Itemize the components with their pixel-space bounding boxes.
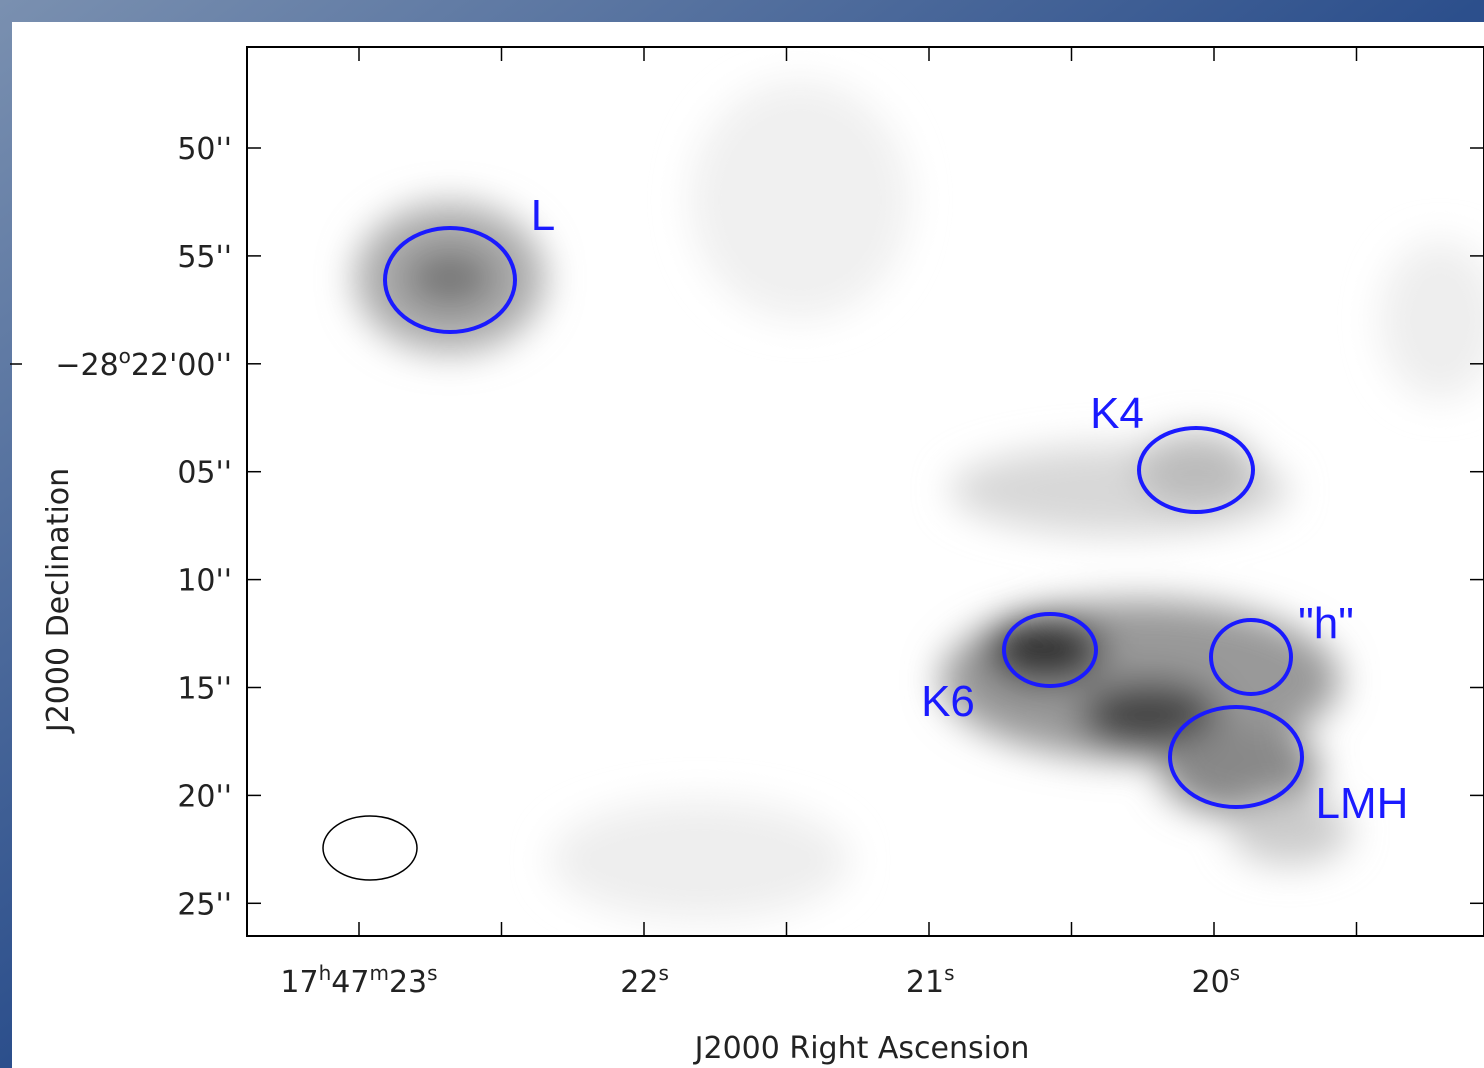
tick-text: 20 (1191, 965, 1229, 1000)
tick-superscript: h (319, 961, 332, 985)
region (1209, 618, 1293, 696)
tick-text: 10'' (177, 564, 232, 599)
y-tick-label: 05'' (177, 456, 232, 491)
region (383, 226, 517, 334)
source-label: K6 (921, 677, 975, 726)
tick-text: 17 (280, 965, 318, 1000)
y-tick-label: 15'' (177, 672, 232, 707)
tick-text: 22 (620, 965, 658, 1000)
x-tick-label: 21s (906, 961, 955, 1000)
region (1002, 612, 1098, 688)
source-regions (383, 226, 1304, 809)
tick-text: 22'00'' (131, 348, 232, 383)
y-axis-title: J2000 Declination (41, 468, 76, 734)
source-label: LMH (1316, 779, 1409, 828)
tick-text: 23 (389, 965, 427, 1000)
tick-superscript: s (427, 961, 437, 985)
region (1168, 705, 1304, 809)
y-tick-label: 10'' (177, 564, 232, 599)
tick-text: 50'' (177, 132, 232, 167)
tick-text: 25'' (177, 887, 232, 922)
x-tick-label: 22s (620, 961, 669, 1000)
source-label: L (531, 191, 555, 240)
tick-superscript: s (944, 961, 954, 985)
y-tick-label: −28o22'00'' (55, 344, 232, 383)
tick-superscript: s (1230, 961, 1240, 985)
tick-superscript: o (119, 344, 131, 368)
tick-text: 55'' (177, 240, 232, 275)
beam (322, 815, 418, 881)
tick-text: −28 (55, 348, 118, 383)
source-label: "h" (1298, 599, 1354, 648)
y-tick-label: 50'' (177, 132, 232, 167)
tick-text: 15'' (177, 672, 232, 707)
tick-text: 20'' (177, 779, 232, 814)
y-tick-label: 20'' (177, 779, 232, 814)
x-tick-label: 20s (1191, 961, 1240, 1000)
y-tick-label: 55'' (177, 240, 232, 275)
source-label: K4 (1090, 389, 1144, 438)
y-tick-label: 25'' (177, 887, 232, 922)
tick-text: 05'' (177, 456, 232, 491)
region (1137, 426, 1255, 514)
tick-text: 47 (331, 965, 369, 1000)
tick-superscript: s (658, 961, 668, 985)
tick-superscript: m (369, 961, 388, 985)
tick-text: 21 (906, 965, 944, 1000)
x-tick-label: 17h47m23s (280, 961, 437, 1000)
plot-frame (246, 46, 1484, 937)
x-axis-title: J2000 Right Ascension (693, 1031, 1030, 1066)
